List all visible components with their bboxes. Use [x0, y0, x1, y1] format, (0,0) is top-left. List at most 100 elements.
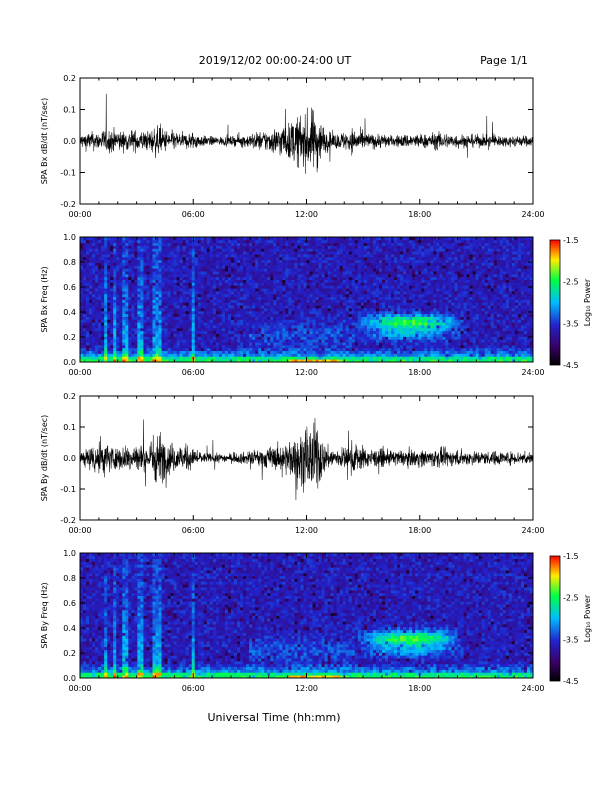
spectrogram-cell: [391, 310, 395, 315]
spectrogram-cell: [360, 330, 365, 334]
spectrogram-cell: [86, 256, 90, 261]
spectrogram-cell: [221, 288, 226, 292]
spectrogram-cell: [83, 265, 87, 269]
spectrogram-cell: [185, 344, 190, 349]
spectrogram-cell: [261, 279, 265, 283]
spectrogram-cell: [146, 305, 150, 309]
spectrogram-cell: [388, 276, 392, 281]
spectrogram-cell: [372, 290, 377, 295]
spectrogram-cell: [357, 276, 362, 281]
spectrogram-cell: [110, 248, 114, 252]
spectrogram-cell: [327, 262, 332, 266]
spectrogram-cell: [122, 296, 126, 300]
spectrogram-cell: [149, 347, 153, 352]
spectrogram-cell: [406, 330, 410, 334]
spectrogram-cell: [164, 245, 168, 249]
spectrogram-cell: [80, 296, 84, 300]
spectrogram-cell: [203, 248, 208, 252]
spectrogram-cell: [113, 356, 117, 360]
spectrogram-cell: [240, 325, 244, 329]
spectrogram-cell: [270, 245, 274, 249]
spectrogram-cell: [339, 313, 344, 317]
spectrogram-cell: [252, 330, 256, 334]
spectrogram-cell: [98, 342, 102, 346]
spectrogram-cell: [173, 305, 178, 309]
spectrogram-cell: [309, 299, 313, 303]
spectrogram-cell: [231, 356, 235, 360]
spectrogram-cell: [369, 356, 374, 360]
spectrogram-cell: [107, 285, 111, 289]
spectrogram-cell: [276, 248, 280, 252]
spectrogram-cell: [149, 248, 153, 252]
spectrogram-cell: [312, 245, 316, 249]
spectrogram-cell: [188, 242, 193, 246]
spectrogram-cell: [369, 248, 374, 252]
spectrogram-cell: [104, 265, 108, 269]
spectrogram-cell: [270, 356, 274, 360]
spectrogram-cell: [224, 305, 229, 309]
spectrogram-cell: [400, 276, 404, 281]
spectrogram-cell: [342, 262, 347, 266]
spectrogram-cell: [282, 333, 286, 337]
spectrogram-cell: [191, 339, 196, 343]
spectrogram-cell: [167, 350, 171, 354]
bx-y-tick-0: -0.2: [60, 200, 76, 209]
spectrogram-cell: [227, 344, 232, 349]
spectrogram-cell: [264, 293, 268, 298]
spectrogram-cell: [116, 268, 120, 272]
spectrogram-cell: [212, 353, 217, 357]
spectrogram-cell: [285, 299, 289, 303]
spectrogram-cell: [267, 308, 271, 312]
spectrogram-cell: [125, 327, 129, 332]
spectrogram-cell: [161, 327, 165, 332]
spectrogram-cell: [128, 325, 132, 329]
spectrogram-cell: [243, 282, 247, 286]
spectrogram-cell: [243, 356, 247, 360]
spectrogram-cell: [176, 248, 181, 252]
spectrogram-cell: [179, 302, 184, 306]
spectrogram-cell: [385, 254, 389, 258]
spectrogram-cell: [89, 316, 93, 320]
spectrogram-cell: [397, 279, 401, 283]
spectrogram-cell: [363, 344, 368, 349]
spectrogram-cell: [351, 256, 356, 261]
spectrogram-cell: [279, 327, 283, 332]
spectrogram-cell: [400, 290, 404, 295]
spectrogram-cell: [167, 353, 171, 357]
spectrogram-cell: [146, 279, 150, 283]
spectrogram-cell: [327, 336, 332, 340]
spectrogram-cell: [143, 308, 147, 312]
spectrogram-cell: [270, 248, 274, 252]
spectrogram-cell: [382, 271, 386, 275]
spectrogram-cell: [140, 276, 144, 281]
spectrogram-cell: [131, 268, 135, 272]
spectrogram-cell: [321, 237, 326, 241]
spectrogram-cell: [243, 359, 247, 363]
spectrogram-cell: [240, 350, 244, 354]
spectrogram-cell: [369, 350, 374, 354]
spectrogram-cell: [382, 319, 386, 323]
spectrogram-cell: [188, 344, 193, 349]
spectrogram-cell: [128, 262, 132, 266]
spectrogram-cell: [252, 313, 256, 317]
spectrogram-cell: [212, 256, 217, 261]
spectrogram-cell: [294, 288, 298, 292]
spectrogram-cell: [306, 353, 310, 357]
spectrogram-cell: [176, 251, 181, 255]
spectrogram-cell: [315, 302, 319, 306]
spectrogram-cell: [306, 313, 310, 317]
spectrogram-cell: [215, 359, 220, 363]
spectrogram-cell: [288, 259, 292, 263]
spectrogram-cell: [206, 310, 211, 315]
spectrogram-cell: [303, 251, 307, 255]
spectrogram-cell: [218, 339, 223, 343]
spectrogram-cell: [212, 265, 217, 269]
spectrogram-cell: [321, 308, 326, 312]
spectrogram-cell: [134, 268, 138, 272]
spectrogram-cell: [327, 293, 332, 298]
spectrogram-cell: [372, 239, 377, 244]
spectrogram-cell: [140, 271, 144, 275]
spectrogram-cell: [179, 322, 184, 326]
spectrogram-cell: [231, 333, 235, 337]
spectrogram-cell: [339, 237, 344, 241]
